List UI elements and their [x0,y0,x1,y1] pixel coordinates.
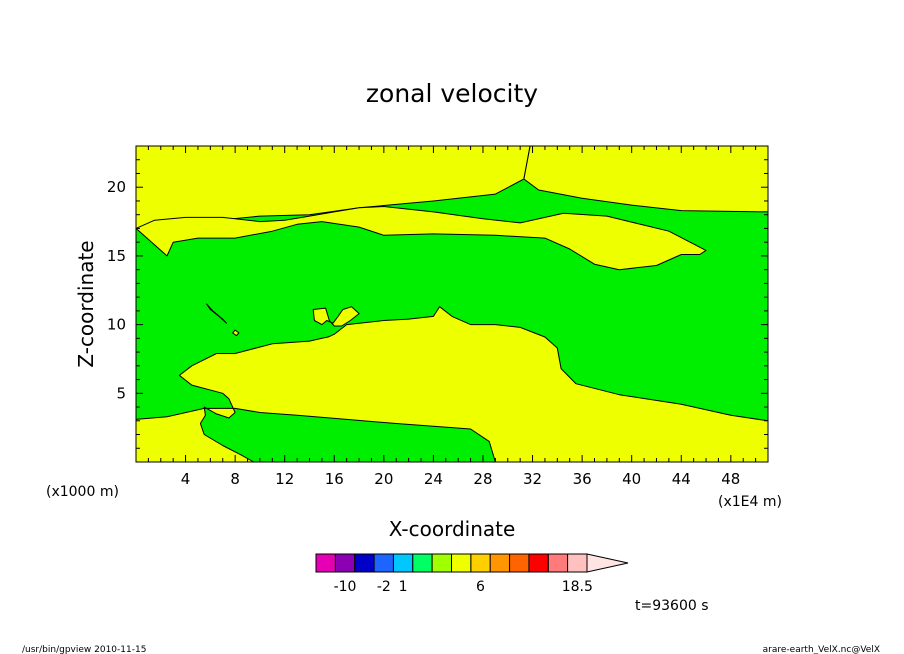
x-tick-label: 48 [721,470,740,488]
contour-region-blob-14-11 [312,306,360,327]
time-label: t=93600 s [635,598,709,614]
colorbar-swatch [451,553,472,573]
x-tick-label: 28 [473,470,492,488]
x-tick-label: 36 [573,470,592,488]
y-axis-label: Z-coordinate [74,240,98,367]
colorbar-swatch [567,553,588,573]
contour-region-sliver-6-11 [206,303,227,324]
y-tick-label: 20 [107,178,126,196]
colorbar-swatch [489,553,511,573]
colorbar-label: 1 [399,579,408,595]
x-tick-label: 12 [275,470,294,488]
x-tick-label: 40 [622,470,641,488]
colorbar-swatch [470,553,491,573]
colorbar-swatch [547,553,569,573]
colorbar-label: -2 [377,579,391,595]
x-axis-label: X-coordinate [389,517,516,541]
colorbar-swatch [528,553,549,573]
contour-region-middle-tongue [135,206,707,271]
x-tick-label: 44 [672,470,691,488]
y-tick-label: 15 [107,247,126,265]
y-tick-label: 10 [107,316,126,334]
colorbar-arrow [586,553,629,573]
colorbar-label: -10 [334,579,357,595]
x-tick-label: 16 [325,470,344,488]
x-axis: 4 8 12 16 20 24 28 32 36 40 44 48 [147,146,769,488]
contour-region-dot-8-9 [232,329,240,337]
x-axis-unit: (x1E4 m) [718,494,782,510]
plot-area [135,145,769,463]
contour-region-lower-core [135,306,769,463]
colorbar-label: 18.5 [562,579,593,595]
colorbar-swatch [431,553,453,573]
colorbar-swatch [334,553,356,573]
y-axis-unit: (x1000 m) [46,484,119,500]
colorbar-swatch [509,553,530,573]
colorbar-swatch [315,553,336,573]
chart-title: zonal velocity [366,79,538,108]
colorbar-swatch [412,553,433,573]
y-tick-label: 5 [116,384,126,402]
x-tick-label: 4 [181,470,191,488]
footer-right-note: arare-earth_VelX.nc@VelX [763,645,880,654]
footer-left-note: /usr/bin/gpview 2010-11-15 [22,645,146,654]
y-axis: 5 10 15 20 [107,145,768,449]
x-tick-label: 20 [374,470,393,488]
colorbar-swatch [373,553,395,573]
x-tick-label: 8 [230,470,240,488]
colorbar-swatch [392,553,414,573]
plot-frame [135,145,769,463]
colorbar-label: 6 [476,579,485,595]
x-tick-label: 24 [424,470,443,488]
x-tick-label: 32 [523,470,542,488]
colorbar: -10 -2 1 6 18.5 [315,553,629,595]
colorbar-swatch [354,553,375,573]
